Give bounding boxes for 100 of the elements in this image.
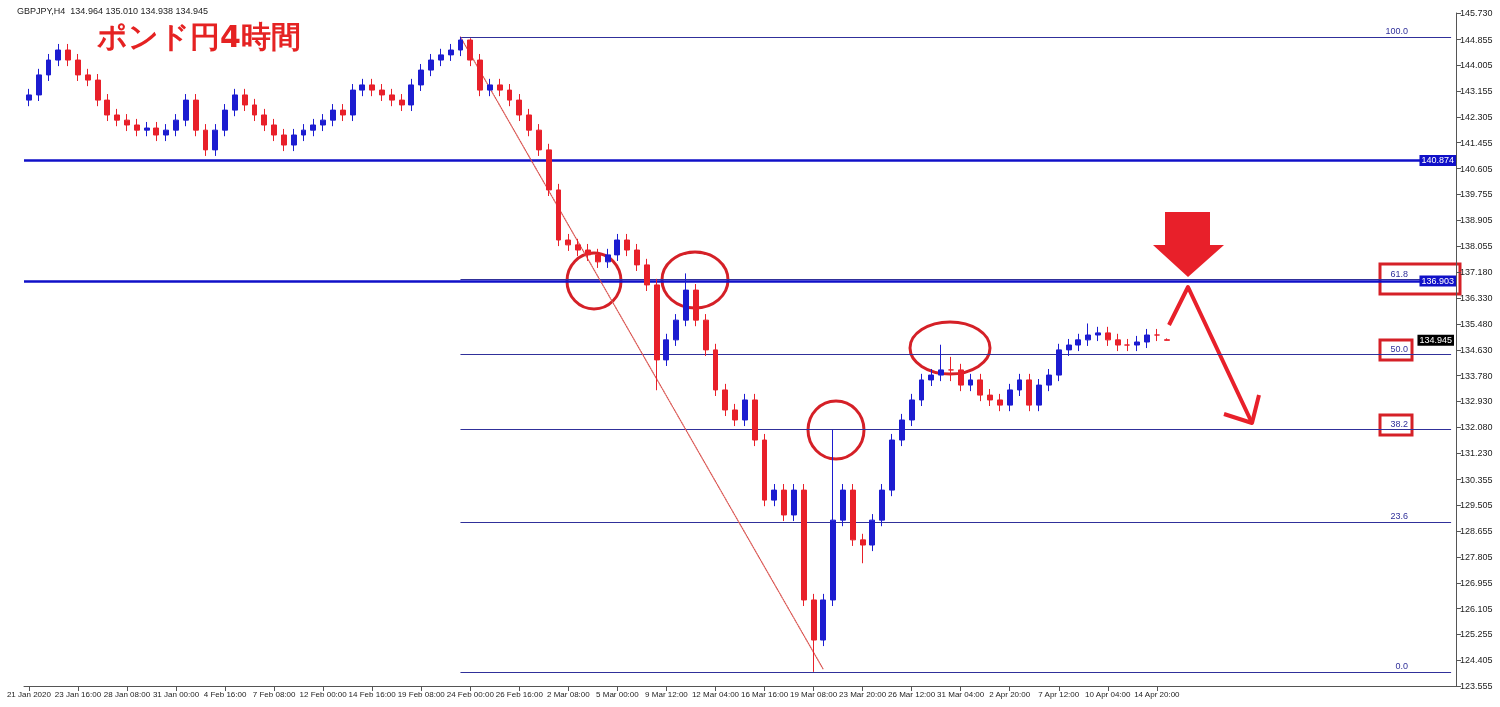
candlestick [438,48,444,67]
y-tick-label: 131.230 [1460,448,1493,459]
candlestick [654,278,660,391]
candlestick [261,108,267,132]
candlestick [369,78,375,97]
candlestick [193,93,199,137]
candlestick [624,233,630,257]
candlestick [477,53,483,97]
annotation: 50.0 [1390,343,1408,354]
candlestick [183,93,189,127]
candlestick [1046,368,1052,392]
candlestick [860,533,866,564]
candlestick [330,103,336,127]
candlestick [1036,378,1042,412]
candlestick [458,36,463,57]
y-tick-label: 126.105 [1460,603,1493,614]
ref-line-label: 136.903 [1421,275,1454,286]
candlestick [673,313,679,347]
candlestick [281,128,287,152]
candlestick [36,68,42,102]
candlestick [399,93,405,112]
candlestick [418,63,424,92]
candlestick [1105,326,1111,347]
x-tick-label: 7 Feb 08:00 [252,689,297,699]
y-tick-label: 123.555 [1460,681,1493,691]
candlestick [1085,322,1091,347]
candlestick [703,313,709,357]
x-tick-label: 12 Feb 00:00 [299,689,348,699]
y-tick-label: 132.080 [1460,422,1493,433]
candlestick [899,413,905,447]
candlestick [428,53,434,77]
y-tick-label: 145.730 [1460,8,1493,18]
candlestick [1164,337,1170,342]
candlestick [546,143,552,197]
candlestick [497,78,503,97]
x-tick-label: 26 Feb 16:00 [495,689,544,699]
x-tick-label: 16 Mar 16:00 [740,689,789,699]
y-tick-label: 144.005 [1460,60,1493,71]
candlestick [448,43,454,62]
y-tick-label: 144.855 [1460,34,1493,45]
candlestick [320,113,326,132]
candlestick [252,98,257,122]
x-tick-label: 5 Mar 00:00 [596,689,640,699]
x-tick-label: 14 Apr 20:00 [1134,689,1181,699]
x-tick-label: 4 Feb 16:00 [203,689,247,699]
candlestick [487,78,493,97]
candlestick [134,118,140,137]
y-tick-label: 141.455 [1460,137,1493,148]
candlestick [114,108,120,127]
candlestick [1134,335,1140,352]
candlestick [762,433,767,507]
candlestick [379,83,385,102]
candlestick [203,123,208,157]
candlestick [1115,333,1121,352]
candlestick [801,483,807,607]
candlestick [1007,383,1013,412]
candlestick [958,363,964,392]
y-tick-label: 142.305 [1460,111,1493,122]
x-tick-label: 14 Feb 16:00 [348,689,397,699]
candlestick [575,238,581,257]
candlestick [46,53,51,82]
candlestick [95,73,101,107]
x-tick-label: 2 Mar 08:00 [547,689,591,699]
candlestick [242,88,248,112]
candlestick [585,243,591,262]
candlestick [938,344,944,382]
y-tick-label: 125.255 [1460,629,1493,640]
candlestick [820,593,826,647]
candlestick [693,283,699,327]
annotation: 61.8 [1390,268,1408,279]
candlestick [869,513,875,552]
y-tick-label: 135.480 [1460,319,1493,330]
candlestick [124,113,130,132]
candlestick [507,83,512,107]
candlestick [467,37,473,67]
chart-subtitle: GBPJPY,H4 134.964 135.010 134.938 134.945 [17,5,208,16]
y-tick-label: 128.655 [1460,526,1493,537]
candlestick [997,393,1003,412]
candlestick [173,113,179,137]
x-tick-label: 12 Mar 04:00 [691,689,740,699]
candlestick [1066,338,1072,357]
x-tick-label: 26 Mar 12:00 [888,689,936,699]
y-tick-label: 127.805 [1460,552,1493,563]
y-tick-label: 126.955 [1460,577,1493,588]
candlestick [968,373,973,392]
candlestick [1075,333,1081,352]
candlestick [301,123,306,142]
candlestick [850,483,856,547]
y-tick-label: 139.755 [1460,189,1493,200]
candlestick [350,83,356,122]
candlestick [732,403,738,427]
candlestick [928,368,934,387]
candlestick [1056,343,1062,382]
x-tick-label: 24 Feb 00:00 [446,689,495,699]
x-tick-label: 28 Jan 08:00 [103,689,151,699]
candlestick [163,123,169,142]
candlestick [595,248,601,269]
annotation: 23.6 [1390,511,1408,522]
candlestick [144,121,150,137]
candlestick [556,183,561,247]
